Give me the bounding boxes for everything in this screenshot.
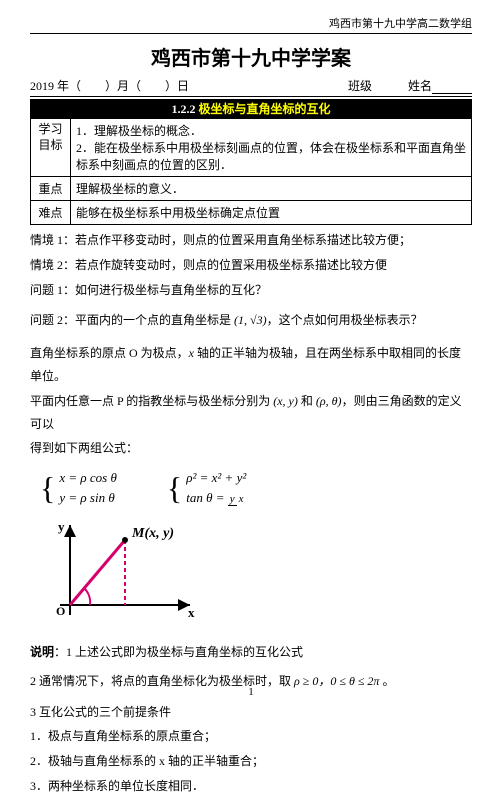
line-7: 得到如下两组公式： (30, 437, 472, 460)
formula-1b: y = ρ sin θ (59, 488, 117, 508)
text-objective: 1．理解极坐标的概念． 2．能在极坐标系中用极坐标刻画点的位置，体会在极坐标系和… (71, 119, 472, 177)
formula-2a: ρ² = x² + y² (186, 468, 246, 488)
line-4: 问题 2：平面内的一个点的直角坐标是 (1, √3)，这个点如何用极坐标表示？ (30, 309, 472, 332)
date-left: 2019 年（ ）月（ ）日 (30, 77, 189, 94)
table-row: 重点 理解极坐标的意义． (31, 177, 472, 201)
note-3-1: 1．极点与直角坐标系的原点重合； (30, 725, 472, 748)
note-3-2: 2．极轴与直角坐标系的 x 轴的正半轴重合； (30, 750, 472, 773)
text-keypoint: 理解极坐标的意义． (71, 177, 472, 201)
coordinate-diagram: M(x, y) y x O (40, 515, 472, 633)
radius-line (70, 540, 125, 605)
brace-icon: { (167, 472, 182, 504)
formula-2b: tan θ = yx (186, 488, 246, 508)
line-6: 平面内任意一点 P 的指教坐标与极坐标分别为 (x, y) 和 (ρ, θ)，则… (30, 390, 472, 436)
x-axis-label: x (188, 605, 195, 620)
formula-group-2: { ρ² = x² + y² tan θ = yx (167, 468, 246, 507)
line-1: 情境 1：若点作平移变动时，则点的位置采用直角坐标系描述比较方便； (30, 229, 472, 252)
formula-group-1: { x = ρ cos θ y = ρ sin θ (40, 468, 117, 507)
angle-arc (84, 588, 90, 605)
table-row: 难点 能够在极坐标系中用极坐标确定点位置 (31, 201, 472, 225)
info-table: 学习目标 1．理解极坐标的概念． 2．能在极坐标系中用极坐标刻画点的位置，体会在… (30, 118, 472, 225)
note-3: 3 互化公式的三个前提条件 (30, 701, 472, 724)
note-1: 说明：1 上述公式即为极坐标与直角坐标的互化公式 (30, 641, 472, 664)
header-right: 鸡西市第十九中学高二数学组 (30, 15, 472, 34)
date-line: 2019 年（ ）月（ ）日 班级 姓名 (30, 77, 472, 97)
brace-icon: { (40, 472, 55, 504)
math-coord: (1, √3) (234, 313, 267, 327)
point-label: M(x, y) (131, 526, 174, 541)
content-body: 情境 1：若点作平移变动时，则点的位置采用直角坐标系描述比较方便； 情境 2：若… (30, 229, 472, 798)
origin-label: O (56, 604, 65, 618)
formula-row: { x = ρ cos θ y = ρ sin θ { ρ² = x² + y²… (40, 468, 472, 507)
page-title: 鸡西市第十九中学学案 (30, 42, 472, 71)
page-number: 1 (0, 686, 502, 698)
note-3-3: 3．两种坐标系的单位长度相同． (30, 775, 472, 798)
section-title: 极坐标与直角坐标的互化 (198, 102, 330, 116)
label-objective: 学习目标 (31, 119, 71, 177)
y-axis-label: y (58, 519, 65, 534)
line-2: 情境 2：若点作旋转变动时，则点的位置采用极坐标系描述比较方便 (30, 254, 472, 277)
table-row: 学习目标 1．理解极坐标的概念． 2．能在极坐标系中用极坐标刻画点的位置，体会在… (31, 119, 472, 177)
section-num: 1.2.2 (171, 102, 198, 116)
section-bar: 1.2.2 极坐标与直角坐标的互化 (30, 99, 472, 118)
formula-1a: x = ρ cos θ (59, 468, 117, 488)
label-difficulty: 难点 (31, 201, 71, 225)
date-right: 班级 姓名 (348, 77, 472, 94)
point-m (122, 537, 128, 543)
label-keypoint: 重点 (31, 177, 71, 201)
line-5: 直角坐标系的原点 O 为极点，x 轴的正半轴为极轴，且在两坐标系中取相同的长度单… (30, 342, 472, 388)
text-difficulty: 能够在极坐标系中用极坐标确定点位置 (71, 201, 472, 225)
line-3: 问题 1：如何进行极坐标与直角坐标的互化？ (30, 279, 472, 302)
